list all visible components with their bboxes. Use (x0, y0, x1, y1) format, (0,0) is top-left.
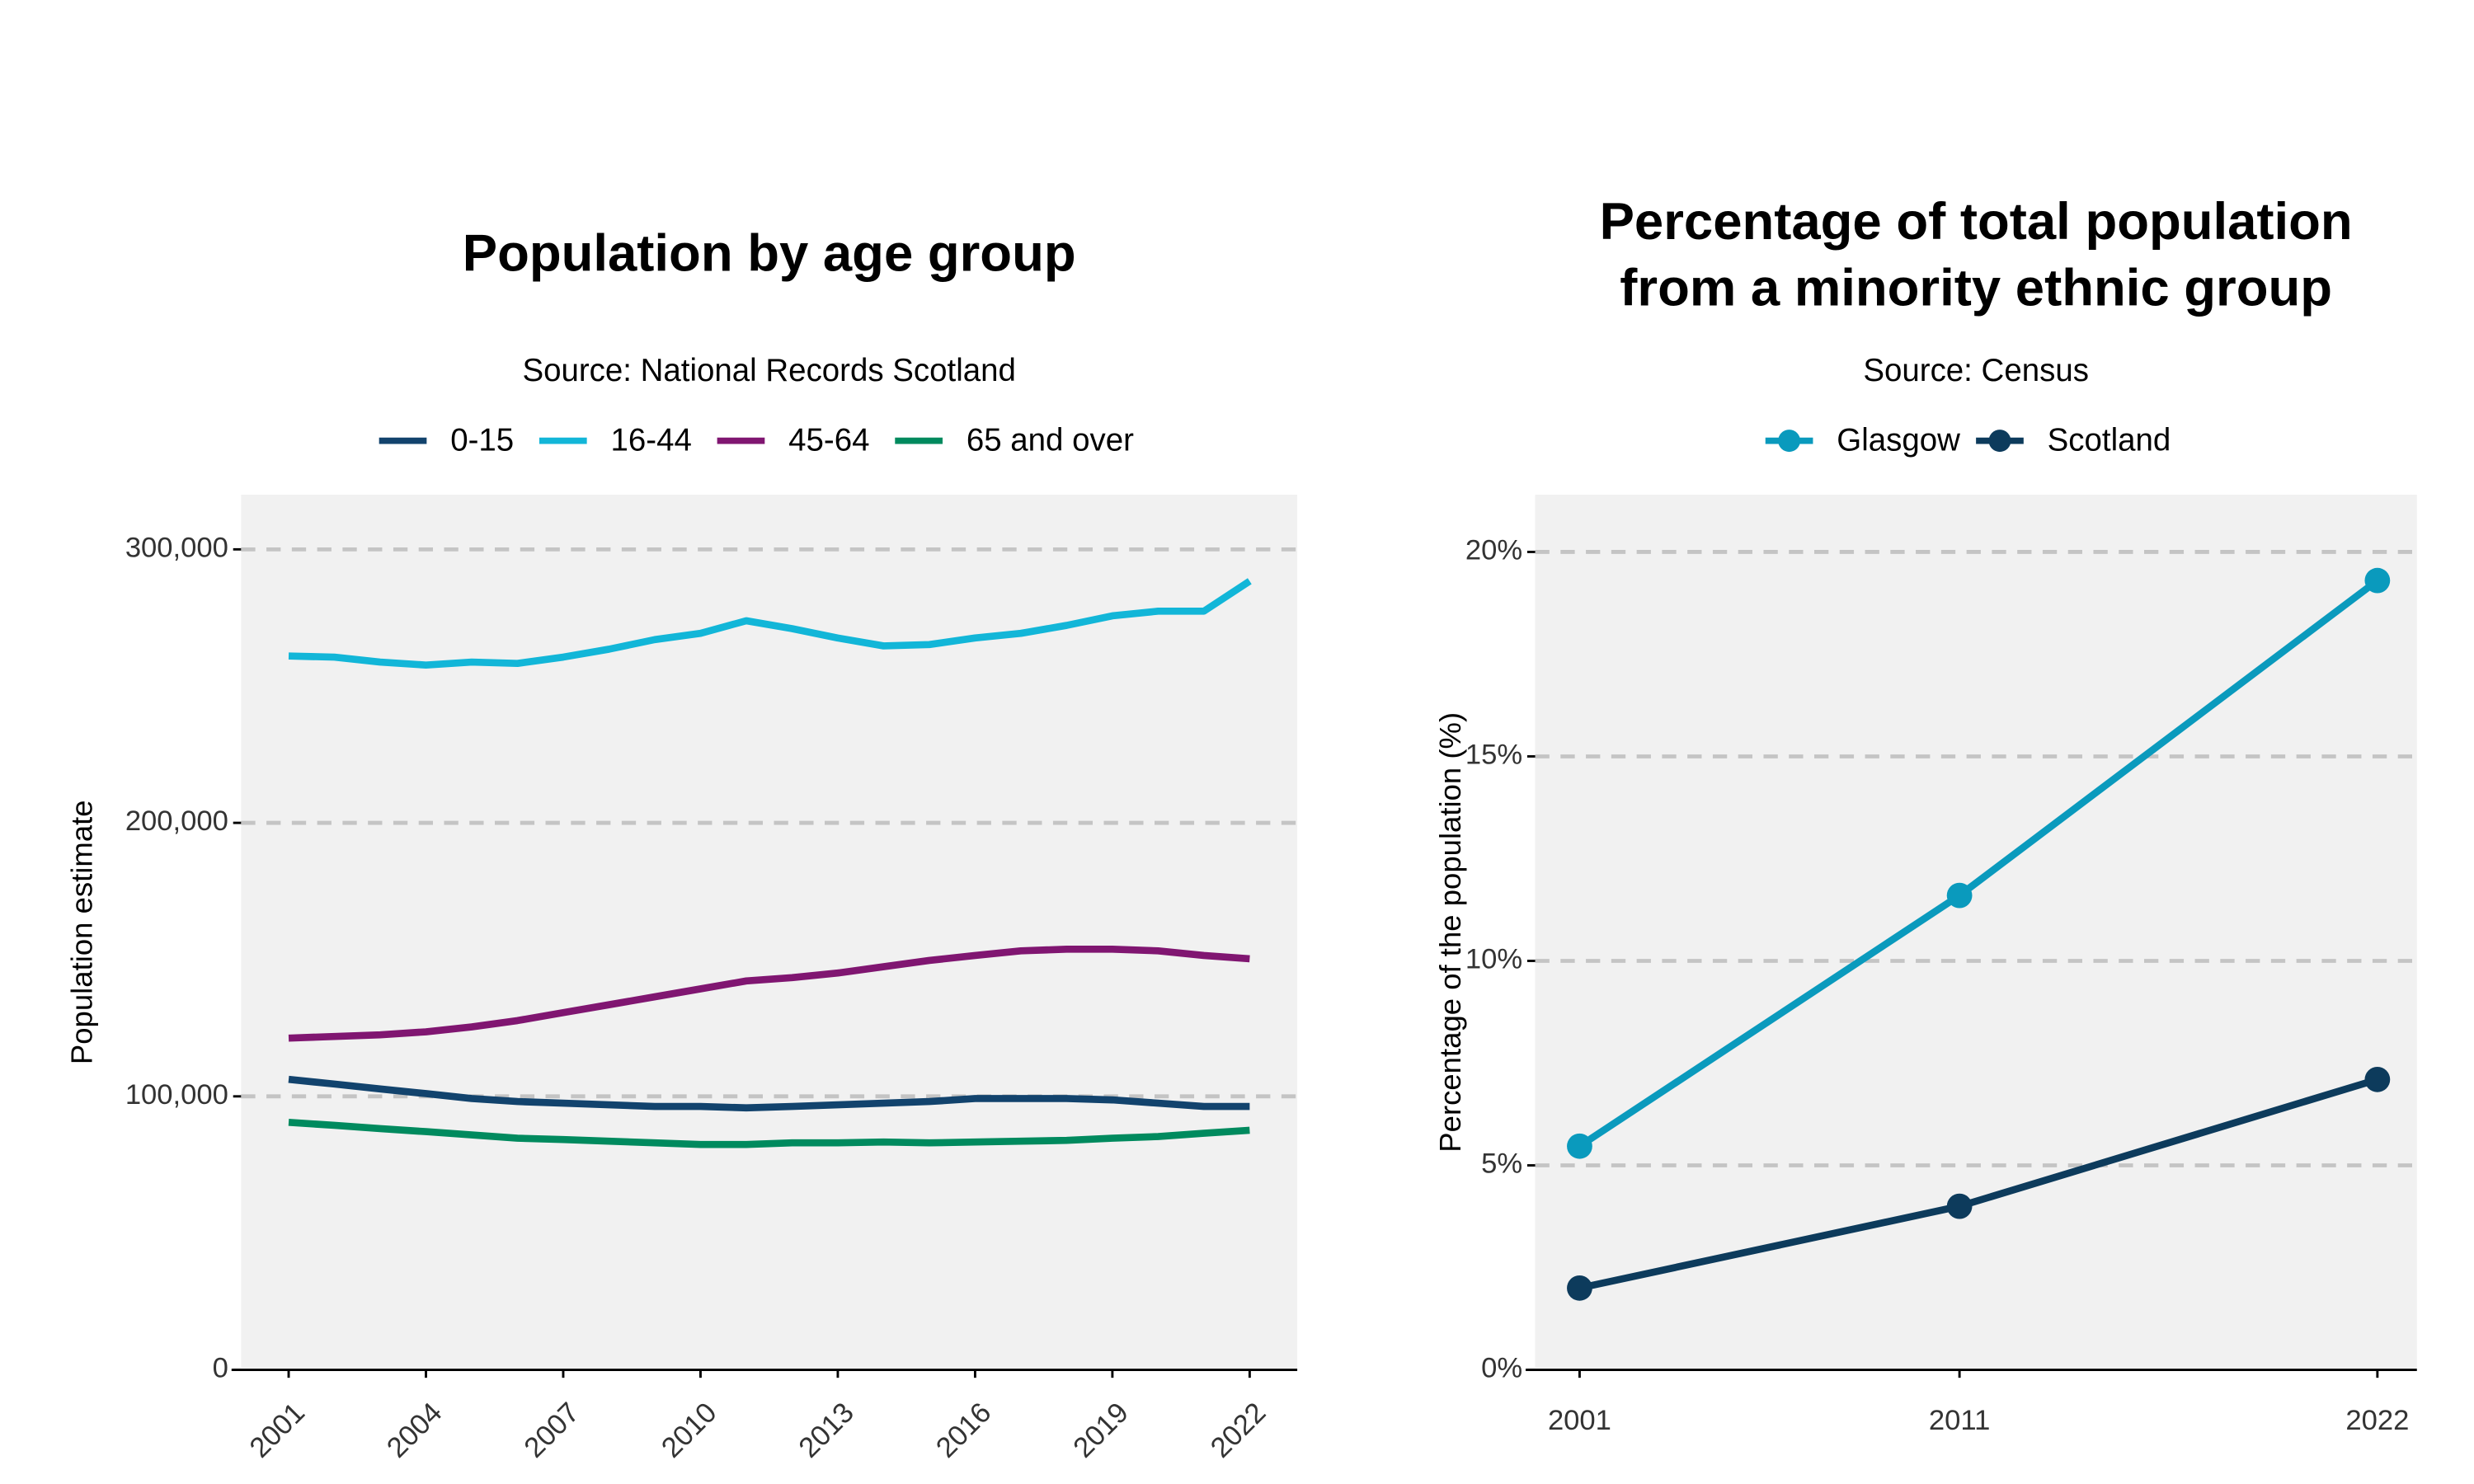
chart-title: from a minority ethnic group (1620, 260, 2332, 317)
data-line (288, 1119, 1250, 1148)
legend-item: 16-44 (539, 423, 692, 458)
chart-title: Percentage of total population (1600, 193, 2353, 251)
y-tick-label: 100,000 (125, 1079, 228, 1111)
data-point (2364, 1066, 2391, 1092)
chart-title: Population by age group (463, 224, 1076, 282)
legend-label: 0-15 (450, 423, 514, 458)
legend: 0-15 16-44 45-64 65 and over (379, 423, 1134, 458)
data-point (2364, 567, 2391, 594)
legend-item: 45-64 (717, 423, 870, 458)
x-tick-label: 2007 (519, 1397, 586, 1463)
data-point (1567, 1133, 1592, 1159)
x-tick-label: 2010 (656, 1397, 722, 1463)
legend-label: Scotland (2048, 423, 2171, 458)
chart-subtitle: Source: Census (1863, 353, 2089, 388)
legend-item: 0-15 (379, 423, 514, 458)
legend-marker (1778, 430, 1801, 453)
legend-label: Glasgow (1837, 423, 1960, 458)
chart-panel: Percentage of total population from a min… (1433, 193, 2417, 1436)
legend-item: Glasgow (1765, 423, 1960, 458)
y-tick-label: 0% (1481, 1353, 1522, 1384)
y-tick-label: 5% (1481, 1148, 1522, 1180)
y-axis-title: Population estimate (65, 800, 99, 1064)
data-point (1946, 1193, 1973, 1219)
chart-subtitle: Source: National Records Scotland (522, 353, 1015, 388)
legend-label: 65 and over (967, 423, 1134, 458)
x-tick-label: 2013 (793, 1397, 860, 1463)
legend-item: 65 and over (895, 423, 1134, 458)
y-tick-label: 300,000 (125, 532, 228, 563)
y-tick-label: 15% (1465, 740, 1522, 771)
x-tick-label: 2001 (1548, 1405, 1611, 1436)
data-line (288, 946, 1250, 1042)
legend: Glasgow Scotland (1765, 423, 2171, 458)
y-tick-label: 200,000 (125, 805, 228, 837)
y-tick-label: 20% (1465, 535, 1522, 566)
x-tick-label: 2016 (930, 1397, 997, 1463)
chart-panel: Population by age group Source: National … (65, 224, 1298, 1464)
y-tick-label: 0 (213, 1353, 228, 1384)
legend-marker (1988, 430, 2011, 453)
y-axis-title: Percentage of the population (%) (1433, 712, 1467, 1153)
y-tick-label: 10% (1465, 944, 1522, 975)
legend-item: Scotland (1976, 423, 2171, 458)
data-line (288, 578, 1252, 669)
data-point (1567, 1275, 1592, 1301)
data-line (288, 1075, 1250, 1112)
plot-background (241, 495, 1298, 1370)
x-tick-label: 2011 (1929, 1405, 1990, 1436)
x-tick-label: 2022 (2345, 1405, 2409, 1436)
plot-background (1535, 495, 2417, 1370)
data-point (1946, 882, 1973, 909)
legend-label: 16-44 (610, 423, 691, 458)
legend-label: 45-64 (788, 423, 869, 458)
x-tick-label: 2004 (381, 1397, 448, 1463)
x-tick-label: 2001 (244, 1397, 311, 1463)
x-tick-label: 2022 (1205, 1397, 1272, 1463)
x-tick-label: 2019 (1068, 1397, 1135, 1463)
